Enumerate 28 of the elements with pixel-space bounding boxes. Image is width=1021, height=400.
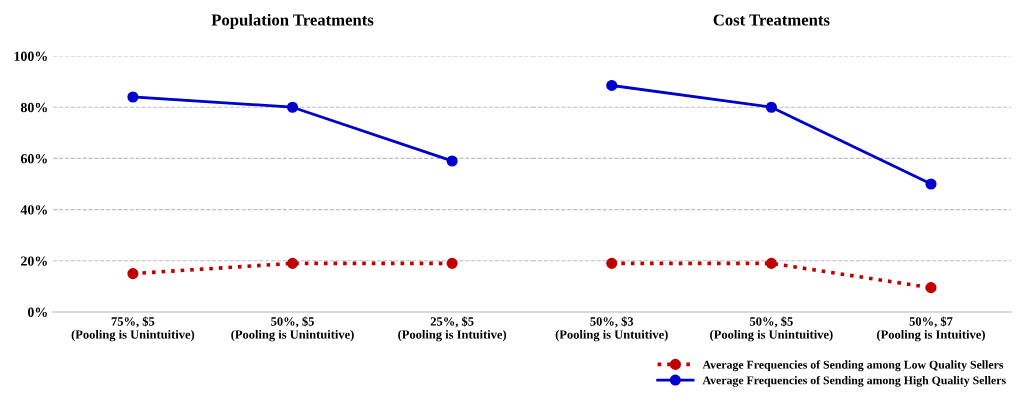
x-tick-label: 50%, $7 (Pooling is Intuitive) — [877, 316, 985, 342]
point — [127, 91, 139, 103]
point — [765, 101, 777, 113]
point — [606, 79, 618, 91]
point — [606, 257, 618, 269]
point — [446, 257, 458, 269]
point — [446, 155, 458, 167]
x-tick-label: 50%, $3 (Pooling is Untuitive) — [555, 316, 668, 342]
chart-title: Population Treatments — [211, 13, 374, 29]
y-tick-label: 80% — [20, 102, 47, 113]
point — [765, 257, 777, 269]
x-tick-label: 25%, $5 (Pooling is Intuitive) — [398, 316, 507, 342]
legend-label: Average Frequencies of Sending among Low Quality Sellers — [702, 360, 1004, 372]
point — [286, 101, 299, 113]
legend-label: Average Frequencies of Sending among High Quality Sellers — [702, 375, 1006, 387]
y-tick-label: 0% — [27, 307, 47, 317]
chart-title: Cost Treatments — [713, 14, 830, 26]
point — [286, 257, 299, 269]
y-tick-label: 40% — [20, 205, 47, 215]
x-tick-label: 50%, $5 (Pooling is Unintuitive) — [231, 316, 354, 342]
point — [925, 282, 937, 294]
y-tick-label: 100% — [14, 51, 47, 61]
point — [925, 178, 937, 190]
y-tick-label: 60% — [20, 153, 47, 164]
point — [127, 268, 139, 280]
x-tick-label: 75%, $5 (Pooling is Unintuitive) — [71, 316, 195, 342]
y-tick-label: 20% — [21, 256, 47, 266]
x-tick-label: 50%, $5 (Pooling is Unintuitive) — [710, 316, 833, 342]
